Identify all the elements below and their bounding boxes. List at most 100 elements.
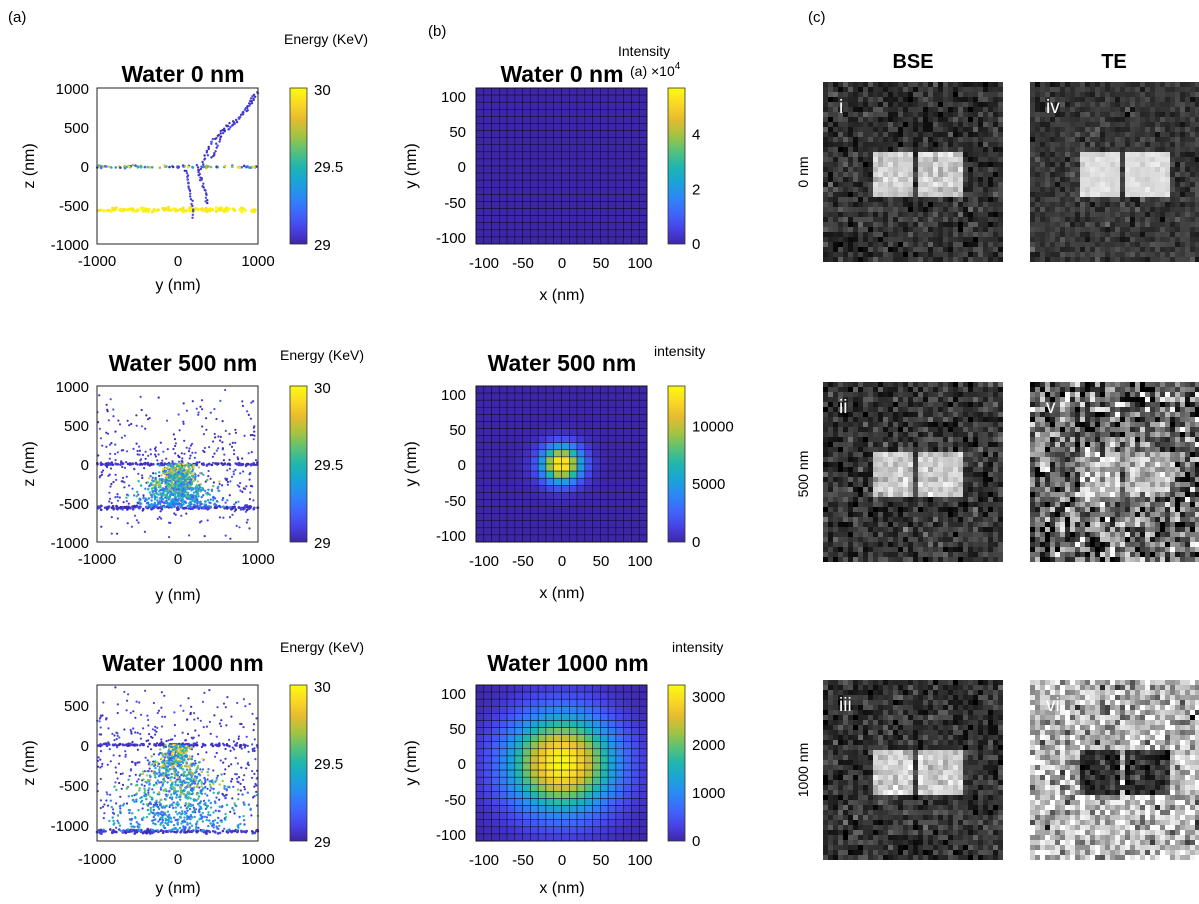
scatter-point	[172, 433, 175, 436]
scatter-point	[209, 806, 213, 809]
scatter-point	[137, 521, 140, 524]
scatter-point	[155, 209, 159, 213]
scatter-point	[212, 811, 215, 814]
scatter-point	[101, 714, 104, 717]
heatmap-cell	[600, 399, 609, 408]
heatmap-cell	[584, 442, 593, 451]
scatter-point	[227, 207, 231, 211]
scatter-point	[204, 200, 207, 203]
scatter-point	[196, 480, 199, 483]
scatter-point	[147, 497, 151, 500]
scatter-point	[132, 494, 136, 497]
scatter-point	[189, 444, 192, 447]
scatter-point	[99, 743, 102, 746]
heatmap-cell	[475, 222, 485, 231]
scatter-point	[121, 783, 125, 787]
heatmap-cell	[483, 762, 492, 771]
heatmap-cell	[545, 698, 554, 707]
scatter-point	[179, 704, 182, 707]
heatmap-cell	[522, 215, 531, 223]
scatter-point	[245, 463, 248, 466]
scatter-point	[229, 810, 232, 814]
scatter-point	[250, 401, 253, 404]
heatmap-cell	[600, 222, 609, 231]
scatter-point	[145, 502, 149, 505]
heatmap-cell	[499, 187, 508, 195]
scatter-point	[169, 764, 172, 767]
heatmap-cell	[569, 534, 578, 543]
scatter-point	[125, 500, 128, 503]
scatter-point	[133, 468, 136, 471]
colorbar-tick-label: 29.5	[314, 756, 343, 773]
heatmap-cell	[607, 201, 617, 209]
scatter-point	[238, 815, 241, 819]
scatter-point	[198, 804, 201, 807]
scatter-point	[117, 419, 120, 422]
scatter-point	[197, 474, 200, 477]
scatter-point	[245, 165, 248, 169]
heatmap-cell	[537, 229, 547, 238]
heatmap-cell	[615, 513, 624, 521]
heatmap-cell	[592, 456, 601, 465]
scatter-point	[186, 823, 189, 826]
heatmap-cell	[475, 101, 485, 110]
heatmap-cell	[623, 407, 632, 415]
scatter-point	[131, 163, 135, 167]
heatmap-cell	[514, 421, 523, 429]
scatter-point	[249, 471, 252, 475]
scatter-point	[236, 788, 240, 791]
scatter-point	[184, 751, 188, 755]
scatter-point	[154, 781, 158, 784]
scatter-point	[145, 803, 149, 806]
scatter-point	[183, 781, 187, 784]
heatmap-cell	[522, 748, 531, 757]
scatter-point	[157, 807, 161, 811]
heatmap-cell	[491, 144, 500, 153]
heatmap-cell	[592, 463, 601, 472]
scatter-point	[135, 798, 138, 801]
scatter-point	[248, 102, 251, 105]
scatter-point	[218, 138, 222, 141]
heatmap-cell	[600, 201, 609, 209]
scatter-plot-water-1000: Water 1000 nm 500 0 -500 -1000 -1000 0 1…	[21, 639, 364, 897]
heatmap-cell	[569, 791, 578, 799]
heatmap-cell	[491, 755, 500, 764]
heatmap-cell	[638, 179, 648, 188]
heatmap-cell	[584, 499, 593, 507]
heatmap-cell	[631, 414, 640, 422]
scatter-point	[125, 787, 128, 790]
scatter-point	[152, 484, 155, 487]
heatmap-cell	[600, 172, 609, 181]
scatter-point	[254, 459, 258, 462]
scatter-point	[232, 809, 235, 812]
scatter-point	[143, 165, 147, 169]
heatmap-cell	[475, 698, 485, 707]
heatmap-cell	[623, 87, 632, 96]
scatter-point	[157, 709, 160, 712]
scatter-point	[169, 786, 172, 789]
scatter-point	[155, 479, 158, 483]
scatter-point	[206, 199, 209, 202]
heatmap-cell	[615, 137, 624, 145]
heatmap-cell	[522, 109, 531, 117]
heatmap-cell	[483, 165, 492, 174]
heatmap-cell	[530, 414, 539, 422]
heatmap-cell	[631, 527, 640, 536]
scatter-point	[194, 490, 198, 493]
scatter-point	[168, 488, 171, 492]
scatter-point	[228, 458, 231, 461]
scatter-point	[149, 778, 152, 781]
heatmap-cell	[607, 109, 617, 117]
heatmap-cell	[576, 727, 586, 735]
heatmap-cell	[499, 215, 508, 223]
heatmap-cell	[631, 123, 640, 131]
heatmap-cell	[514, 769, 523, 778]
heatmap-cell	[514, 144, 523, 153]
y-tick-label: -50	[444, 195, 466, 212]
scatter-point	[181, 206, 185, 210]
scatter-point	[152, 784, 155, 787]
heatmap-cell	[499, 805, 508, 813]
heatmap-cell	[483, 456, 492, 465]
scatter-point	[250, 776, 254, 779]
heatmap-cell	[491, 720, 500, 728]
